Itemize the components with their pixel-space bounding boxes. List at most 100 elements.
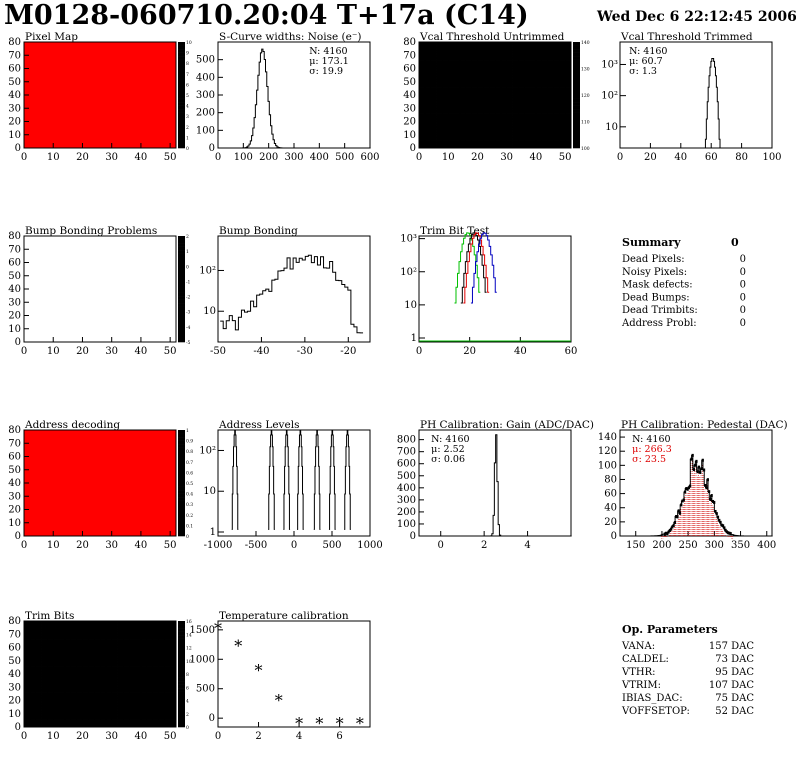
heatmap-cell: [152, 687, 159, 691]
heatmap-cell: [170, 713, 177, 717]
data-marker: [716, 515, 720, 519]
color-scale-label: 8: [186, 672, 189, 678]
heatmap-cell: [64, 628, 72, 632]
heatmap-cell: [146, 650, 154, 654]
heatmap-cell: [64, 711, 72, 715]
heatmap-cell: [146, 684, 154, 688]
heatmap-cell: [135, 626, 142, 630]
heatmap-cell: [465, 116, 473, 120]
y-tick-label: 10: [8, 324, 21, 335]
heatmap-cell: [553, 76, 560, 80]
heatmap-cell: [419, 71, 426, 75]
heatmap-cell: [100, 676, 107, 680]
heatmap-cell: [495, 121, 502, 125]
x-tick-label: 0: [21, 346, 27, 357]
heatmap-cell: [565, 126, 572, 130]
heatmap-cell: [553, 79, 560, 83]
heatmap-cell: [448, 100, 455, 104]
heatmap-cell: [29, 626, 37, 630]
heatmap-cell: [477, 87, 484, 91]
heatmap-cell: [541, 60, 549, 64]
heatmap-cell: [152, 724, 159, 728]
color-scale-bin: [573, 87, 580, 92]
x-tick-label: 50: [164, 346, 177, 357]
heatmap-cell: [465, 142, 473, 146]
heatmap-cell: [76, 692, 83, 696]
y-tick-label: 60: [8, 258, 21, 269]
heatmap-cell: [500, 142, 508, 146]
heatmap-cell: [477, 49, 484, 53]
heatmap-cell: [559, 126, 566, 130]
scatter-point: *: [255, 661, 263, 680]
heatmap-cell: [117, 671, 124, 675]
heatmap-cell: [500, 113, 508, 117]
heatmap-cell: [29, 697, 37, 701]
x-tick-label: -40: [253, 346, 269, 357]
heatmap-cell: [47, 721, 54, 725]
heatmap-cell: [424, 55, 432, 59]
heatmap-cell: [541, 134, 549, 138]
heatmap-cell: [553, 52, 560, 56]
heatmap-cell: [489, 100, 496, 104]
color-scale-label: -5: [186, 340, 191, 346]
heatmap-cell: [500, 52, 508, 56]
address-decoding-chart: Address decoding00.10.20.30.40.50.60.70.…: [8, 419, 193, 551]
color-scale-bin: [178, 243, 185, 247]
color-scale-bin: [178, 334, 185, 339]
heatmap-cell: [430, 73, 437, 77]
address-peak: [283, 430, 291, 530]
heatmap-cell: [59, 650, 66, 654]
heatmap-cell: [530, 47, 537, 51]
heatmap-cell: [424, 126, 432, 130]
heatmap-cell: [35, 658, 42, 662]
heatmap-cell: [506, 100, 513, 104]
heatmap-cell: [41, 724, 48, 728]
color-scale-bin: [178, 638, 185, 643]
heatmap-cell: [541, 124, 549, 128]
heatmap-cell: [117, 663, 124, 667]
heatmap-cell: [70, 660, 78, 664]
heatmap-cell: [483, 87, 490, 91]
heatmap-cell: [559, 42, 566, 46]
heatmap-cell: [70, 628, 78, 632]
heatmap-cell: [129, 655, 136, 659]
heatmap-cell: [524, 108, 531, 112]
heatmap-cell: [146, 721, 154, 725]
heatmap-cell: [535, 124, 543, 128]
heatmap-cell: [454, 116, 461, 120]
heatmap-cell: [24, 674, 31, 678]
plot-frame: [217, 429, 371, 537]
data-marker: [727, 531, 730, 535]
heatmap-cell: [111, 705, 118, 709]
color-scale-bin: [178, 274, 185, 279]
heatmap-cell: [465, 92, 473, 96]
heatmap-cell: [100, 681, 107, 685]
heatmap-cell: [100, 650, 107, 654]
heatmap-cell: [553, 126, 560, 130]
heatmap-cell: [82, 636, 89, 640]
heatmap-cell: [64, 658, 72, 662]
heatmap-cell: [100, 652, 107, 656]
heatmap-cell: [35, 692, 42, 696]
color-scale-bin: [178, 63, 185, 68]
heatmap-cell: [94, 676, 101, 680]
y-tick-label: 70: [8, 629, 21, 640]
heatmap-cell: [53, 697, 60, 701]
heatmap-cell: [123, 658, 130, 662]
heatmap-cell: [140, 623, 148, 627]
heatmap-cell: [64, 650, 72, 654]
x-tick-label: 0: [416, 346, 422, 357]
summary-value: 0: [740, 267, 746, 278]
heatmap-cell: [111, 639, 118, 643]
color-scale-bin: [178, 331, 185, 336]
heatmap-cell: [424, 113, 432, 117]
heatmap-cell: [123, 679, 130, 683]
heatmap-cell: [489, 47, 496, 51]
heatmap-cell: [489, 134, 496, 138]
y-tick-label: 30: [8, 491, 21, 502]
heatmap-cell: [419, 140, 426, 144]
heatmap-cell: [100, 623, 107, 627]
heatmap-cell: [82, 716, 89, 720]
x-tick-label: 40: [514, 346, 527, 357]
heatmap-cell: [88, 695, 95, 699]
